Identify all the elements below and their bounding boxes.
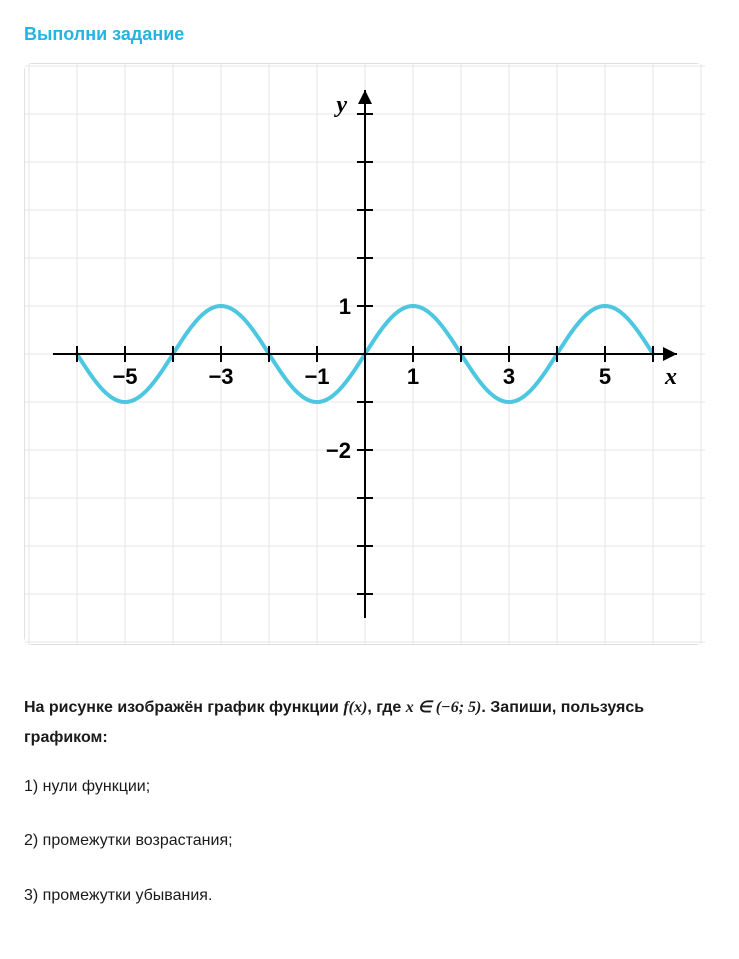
intro-mid: , где bbox=[367, 699, 405, 716]
svg-text:3: 3 bbox=[503, 364, 515, 389]
chart-frame: −5 −3 −1 1 3 5 1 −2 x y bbox=[24, 63, 704, 645]
svg-text:5: 5 bbox=[599, 364, 611, 389]
svg-text:y: y bbox=[333, 92, 347, 118]
prompt-intro: На рисунке изображён график функции f(x)… bbox=[24, 693, 715, 754]
svg-text:1: 1 bbox=[407, 364, 419, 389]
svg-text:−2: −2 bbox=[326, 438, 351, 463]
svg-text:−1: −1 bbox=[304, 364, 329, 389]
question-item: 3) промежутки убывания. bbox=[24, 881, 715, 911]
function-graph-chart: −5 −3 −1 1 3 5 1 −2 x y bbox=[25, 64, 705, 644]
question-item: 1) нули функции; bbox=[24, 772, 715, 802]
task-title: Выполни задание bbox=[24, 24, 715, 45]
svg-text:x: x bbox=[664, 364, 677, 390]
question-list: 1) нули функции; 2) промежутки возрастан… bbox=[24, 772, 715, 911]
prompt-block: На рисунке изображён график функции f(x)… bbox=[24, 693, 715, 911]
svg-text:1: 1 bbox=[339, 294, 351, 319]
fn-expr: f(x) bbox=[343, 699, 367, 716]
svg-text:−3: −3 bbox=[208, 364, 233, 389]
svg-text:−5: −5 bbox=[112, 364, 137, 389]
domain-expr: x ∈ (−6; 5) bbox=[406, 699, 482, 716]
question-item: 2) промежутки возрастания; bbox=[24, 826, 715, 856]
intro-pre: На рисунке изображён график функции bbox=[24, 699, 343, 716]
